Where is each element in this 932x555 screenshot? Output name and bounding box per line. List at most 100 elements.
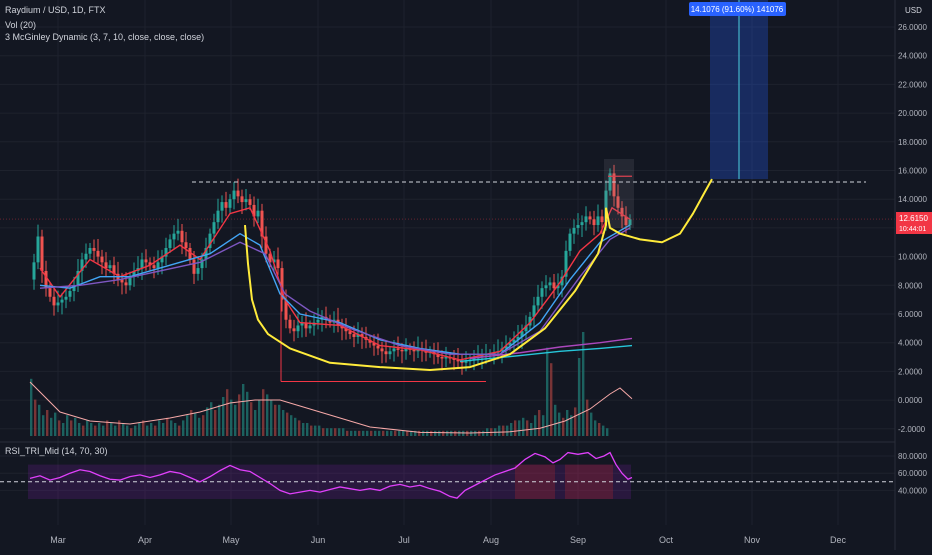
volume-bar bbox=[142, 420, 145, 436]
volume-bar bbox=[362, 430, 365, 436]
volume-bar bbox=[254, 410, 257, 436]
candle-body bbox=[384, 351, 388, 355]
volume-bar bbox=[554, 404, 557, 436]
volume-bar bbox=[314, 425, 317, 436]
candle-body bbox=[188, 247, 192, 260]
candle-body bbox=[548, 282, 552, 286]
volume-bar bbox=[422, 430, 425, 436]
volume-bar bbox=[346, 430, 349, 436]
volume-bar bbox=[170, 420, 173, 436]
volume-bar bbox=[126, 425, 129, 436]
time-tick-label: Oct bbox=[659, 535, 674, 545]
candle-body bbox=[300, 322, 304, 326]
volume-bar bbox=[442, 430, 445, 436]
price-tick-label: 16.0000 bbox=[898, 167, 927, 176]
volume-ma-line bbox=[29, 381, 633, 434]
symbol-legend[interactable]: Raydium / USD, 1D, FTX bbox=[5, 5, 106, 15]
candle-body bbox=[224, 202, 228, 208]
volume-bar bbox=[366, 430, 369, 436]
user-drawings[interactable] bbox=[0, 0, 895, 382]
volume-bar bbox=[214, 410, 217, 436]
price-axis[interactable]: 26.0000 24.0000 22.0000 20.0000 18.0000 16.00… bbox=[898, 23, 927, 495]
volume-bar bbox=[114, 425, 117, 436]
volume-bar bbox=[262, 389, 265, 436]
volume-bar bbox=[154, 425, 157, 436]
volume-bar bbox=[518, 420, 521, 436]
candle-body bbox=[288, 319, 292, 329]
volume-legend[interactable]: Vol (20) bbox=[5, 20, 37, 30]
candle-body bbox=[208, 233, 212, 248]
time-tick-label: Jun bbox=[311, 535, 326, 545]
volume-bar bbox=[334, 428, 337, 436]
volume-bar bbox=[310, 425, 313, 436]
volume-bar bbox=[198, 417, 201, 436]
volume-bar bbox=[102, 425, 105, 436]
rsi-legend[interactable]: RSI_TRI_Mid (14, 70, 30) bbox=[5, 446, 108, 456]
volume-bar bbox=[78, 423, 81, 436]
volume-bar bbox=[278, 404, 281, 436]
volume-bar bbox=[118, 420, 121, 436]
candle-body bbox=[604, 190, 608, 223]
volume-bar bbox=[158, 420, 161, 436]
candle-body bbox=[204, 247, 208, 260]
last-price-value: 12.6150 bbox=[899, 214, 928, 223]
candle-body bbox=[180, 230, 184, 243]
candle-body bbox=[36, 236, 40, 263]
candle-body bbox=[268, 253, 272, 263]
volume-bar bbox=[110, 423, 113, 436]
volume-bar bbox=[418, 430, 421, 436]
handle-curve[interactable] bbox=[605, 178, 713, 244]
volume-bar bbox=[54, 412, 57, 436]
volume-bar bbox=[150, 423, 153, 436]
candle-body bbox=[60, 299, 64, 303]
volume-bar bbox=[586, 399, 589, 436]
volume-bar bbox=[38, 404, 41, 436]
cup-curve[interactable] bbox=[244, 207, 607, 371]
candle-body bbox=[608, 173, 612, 191]
candle-body bbox=[192, 259, 196, 274]
volume-bar bbox=[182, 420, 185, 436]
candle-body bbox=[88, 247, 92, 254]
candle-body bbox=[280, 268, 284, 300]
candle-body bbox=[184, 242, 188, 248]
candle-body bbox=[436, 354, 440, 358]
candle-body bbox=[388, 351, 392, 355]
volume-bar bbox=[234, 404, 237, 436]
candle-body bbox=[492, 352, 496, 355]
candle-body bbox=[32, 262, 36, 280]
candle-body bbox=[348, 331, 352, 335]
candle-body bbox=[536, 296, 540, 306]
mcginley-legend[interactable]: 3 McGinley Dynamic (3, 7, 10, close, clo… bbox=[5, 32, 205, 42]
candle-body bbox=[560, 276, 564, 286]
candle-body bbox=[168, 239, 172, 248]
volume-bar bbox=[106, 420, 109, 436]
highlight-box[interactable] bbox=[604, 159, 634, 228]
candle-body bbox=[596, 216, 600, 226]
candle-body bbox=[156, 262, 160, 269]
volume-bar bbox=[66, 415, 69, 436]
volume-bar bbox=[206, 407, 209, 436]
volume-bar bbox=[582, 332, 585, 436]
candle-body bbox=[260, 210, 264, 237]
volume-bar bbox=[86, 420, 89, 436]
volume-bar bbox=[526, 420, 529, 436]
volume-bar bbox=[394, 430, 397, 436]
candle-body bbox=[236, 190, 240, 197]
measure-label-box[interactable]: 14.1076 (91.60%) 141076 bbox=[689, 2, 786, 16]
candle-body bbox=[172, 233, 176, 240]
candle-body bbox=[444, 357, 448, 359]
volume-bar bbox=[602, 425, 605, 436]
volume-bar bbox=[590, 412, 593, 436]
price-tick-label: 0.0000 bbox=[898, 396, 923, 405]
volume-bar bbox=[594, 420, 597, 436]
volume-bar bbox=[474, 430, 477, 436]
volume-bar bbox=[230, 399, 233, 436]
candle-body bbox=[92, 247, 96, 251]
time-axis[interactable]: Mar Apr May Jun Jul Aug Sep Oct Nov Dec bbox=[50, 535, 846, 545]
time-tick-label: Dec bbox=[830, 535, 847, 545]
volume-bar bbox=[190, 410, 193, 436]
measure-label-text: 14.1076 (91.60%) 141076 bbox=[691, 5, 784, 14]
